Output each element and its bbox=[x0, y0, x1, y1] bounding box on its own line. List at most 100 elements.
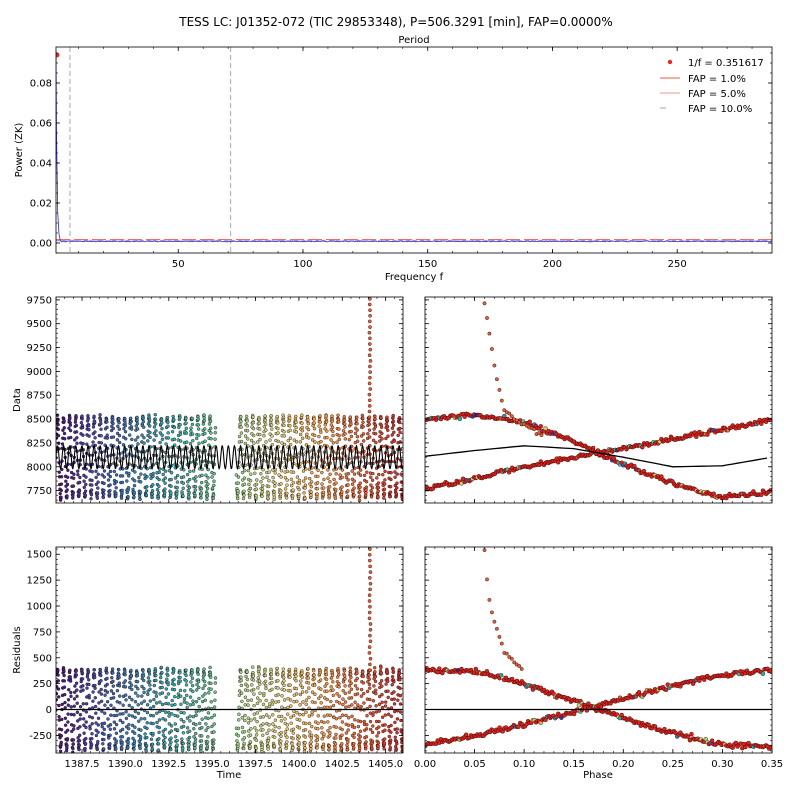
data-vs-time-point bbox=[282, 442, 287, 447]
residuals-vs-time-point bbox=[306, 681, 311, 685]
periodogram-ytick-label: 0.02 bbox=[30, 199, 52, 210]
residuals-vs-time-point bbox=[75, 701, 79, 705]
data-vs-time-point bbox=[117, 421, 121, 425]
data-vs-time-point bbox=[172, 437, 177, 441]
data-vs-time-point bbox=[351, 490, 355, 494]
data-vs-time-point bbox=[352, 472, 357, 476]
residuals-vs-time-point bbox=[309, 740, 313, 744]
residuals-vs-time-point bbox=[80, 668, 84, 672]
data-vs-time-point bbox=[320, 470, 324, 475]
periodogram-xtick-label: 200 bbox=[543, 259, 562, 270]
residuals-vs-time-point bbox=[246, 698, 250, 703]
data-vs-time-point bbox=[69, 435, 73, 440]
data-vs-time-point bbox=[242, 489, 246, 493]
residuals-vs-time-point bbox=[376, 731, 381, 735]
data-vs-time-point bbox=[161, 478, 166, 482]
residuals-vs-time-point bbox=[298, 718, 302, 722]
residuals-vs-time-point bbox=[252, 717, 257, 721]
data-vs-time-point bbox=[114, 491, 118, 496]
data-vs-time-point bbox=[340, 490, 344, 494]
residuals-vs-time-point bbox=[62, 692, 67, 697]
data-vs-time-point bbox=[257, 427, 262, 431]
data-vs-time-point bbox=[261, 468, 265, 472]
data-vs-time-point bbox=[196, 423, 201, 427]
residuals-vs-time-point bbox=[306, 676, 310, 680]
residuals-vs-time-point bbox=[380, 700, 384, 704]
residuals-vs-time-point bbox=[319, 701, 323, 705]
data-vs-time-point bbox=[318, 420, 322, 424]
data-vs-time-point bbox=[138, 490, 143, 494]
residuals-vs-time-point bbox=[389, 723, 393, 728]
data-vs-time-point bbox=[309, 485, 314, 489]
data-vs-time-point bbox=[388, 490, 393, 494]
residuals-vs-time-point bbox=[385, 670, 390, 674]
residuals-vs-time-point bbox=[178, 675, 182, 680]
data-vs-time-point bbox=[286, 438, 290, 443]
data-vs-time-point bbox=[323, 427, 327, 431]
residuals-vs-phase-flare-point bbox=[512, 660, 517, 665]
data-vs-time-point bbox=[99, 434, 103, 438]
data-vs-time-point bbox=[75, 469, 80, 473]
residuals-vs-time-point bbox=[237, 705, 241, 709]
residuals-vs-time-point bbox=[145, 726, 149, 731]
residuals-vs-time-point bbox=[378, 681, 382, 686]
residuals-vs-phase-point bbox=[662, 726, 667, 732]
residuals-vs-time-flare-point bbox=[368, 633, 372, 638]
residuals-vs-time-point bbox=[91, 699, 95, 703]
data-vs-time-point bbox=[163, 476, 168, 480]
data-vs-time-point bbox=[277, 473, 281, 477]
data-vs-time-point bbox=[199, 496, 203, 500]
residuals-vs-time-point bbox=[156, 748, 161, 752]
residuals-vs-time-point bbox=[269, 672, 274, 677]
residuals-vs-time-point bbox=[172, 695, 177, 699]
data-vs-time-points bbox=[56, 297, 403, 503]
data-vs-time-point bbox=[157, 477, 161, 482]
data-vs-time-point bbox=[153, 413, 158, 417]
residuals-vs-time-point bbox=[289, 704, 293, 708]
residuals-vs-time-point bbox=[324, 677, 329, 682]
residuals-vs-time-point bbox=[386, 689, 390, 693]
data-vs-time-point bbox=[83, 493, 88, 497]
residuals-vs-time-point bbox=[325, 697, 329, 702]
residuals-vs-time-point bbox=[188, 695, 193, 699]
residuals-vs-time-point bbox=[154, 694, 159, 698]
residuals-vs-time-point bbox=[343, 700, 348, 704]
residuals-vs-time-point bbox=[291, 746, 295, 750]
data-vs-time-point bbox=[272, 490, 277, 494]
data-vs-time-point bbox=[178, 439, 183, 443]
data-vs-time-point bbox=[248, 491, 252, 496]
residuals-vs-time-point bbox=[286, 705, 290, 710]
data-vs-time-point bbox=[191, 469, 196, 473]
residuals-vs-time-point bbox=[136, 711, 141, 715]
residuals-vs-time-point bbox=[277, 725, 281, 730]
data-vs-time-point bbox=[112, 469, 117, 474]
data-vs-time-point bbox=[262, 434, 266, 438]
data-vs-time-point bbox=[346, 483, 350, 487]
residuals-vs-time-point bbox=[80, 677, 85, 681]
residuals-vs-time-point bbox=[352, 725, 357, 730]
residuals-vs-time-point bbox=[127, 713, 131, 717]
residuals-vs-time-point bbox=[365, 714, 369, 718]
residuals-vs-time-point bbox=[182, 689, 187, 693]
residuals-vs-time-point bbox=[71, 738, 76, 742]
residuals-vs-time-point bbox=[338, 715, 342, 720]
residuals-vs-phase-xtick-label: 0.15 bbox=[563, 759, 585, 770]
residuals-vs-time-point bbox=[309, 736, 314, 740]
data-vs-time-point bbox=[350, 469, 354, 473]
data-vs-time-point bbox=[208, 419, 213, 423]
data-vs-time-point bbox=[362, 473, 367, 478]
residuals-vs-time-point bbox=[203, 683, 207, 688]
residuals-vs-time-point bbox=[211, 747, 216, 751]
residuals-vs-time-point bbox=[97, 701, 101, 705]
residuals-vs-time-point bbox=[130, 706, 134, 710]
residuals-vs-time-ytick-label: 250 bbox=[33, 679, 52, 690]
residuals-vs-time-point bbox=[125, 731, 129, 735]
residuals-vs-time-point bbox=[134, 684, 138, 689]
data-vs-time-point bbox=[117, 433, 122, 438]
residuals-vs-time-point bbox=[267, 715, 271, 719]
residuals-vs-time-point bbox=[166, 702, 171, 706]
residuals-vs-time-point bbox=[346, 737, 350, 742]
residuals-vs-time-xtick-label: 1402.5 bbox=[325, 759, 360, 770]
data-vs-time-point bbox=[248, 479, 253, 483]
data-vs-time-point bbox=[187, 490, 191, 495]
